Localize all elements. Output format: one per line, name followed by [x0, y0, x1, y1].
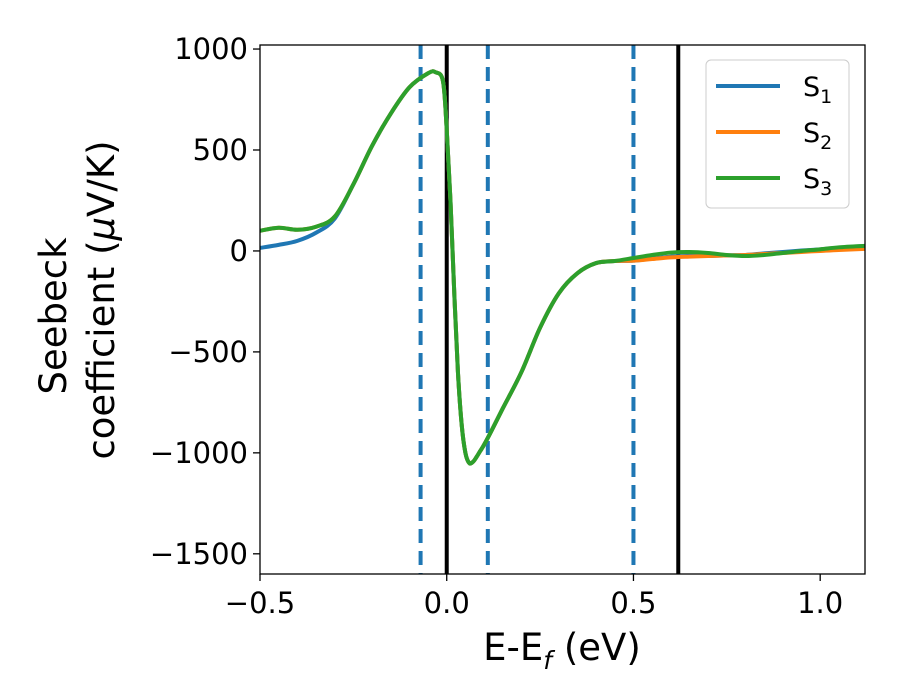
legend: S1 S2 S3	[705, 59, 850, 209]
legend-label-2: S2	[803, 118, 832, 154]
y-axis-title-line2: coefficient (μV/K)	[80, 140, 123, 459]
x-tick-label: 1.0	[797, 586, 843, 620]
y-tick-label: −1000	[150, 436, 248, 470]
y-tick-label: 500	[193, 133, 248, 167]
y-tick-label: 1000	[174, 32, 248, 66]
legend-label-1: S1	[803, 72, 832, 108]
x-tick-label: −0.5	[225, 586, 295, 620]
y-tick-label: −500	[168, 335, 248, 369]
x-tick-label: 0.5	[610, 586, 656, 620]
x-tick-label: 0.0	[424, 586, 470, 620]
x-axis-title: E-Ef (eV)	[483, 626, 641, 675]
y-tick-label: −1500	[150, 537, 248, 571]
y-tick-label: 0	[230, 234, 248, 268]
y-axis: 1000 500 0 −500 −1000 −1500	[150, 32, 260, 571]
plot-frame	[259, 44, 866, 575]
series-layer	[260, 69, 865, 466]
y-axis-title-line1: Seebeck	[32, 237, 75, 395]
series-line-3	[260, 69, 865, 466]
legend-label-3: S3	[803, 164, 832, 200]
x-axis: −0.5 0.0 0.5 1.0	[225, 574, 843, 620]
